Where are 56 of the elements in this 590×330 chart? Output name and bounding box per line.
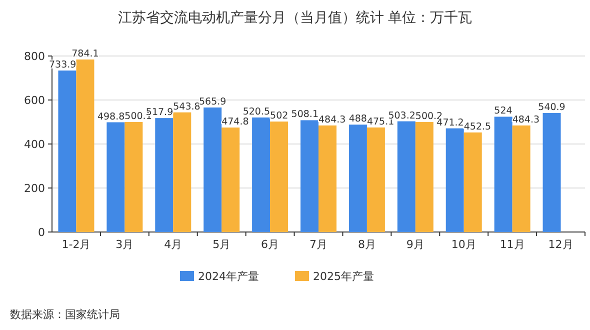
bar <box>318 125 336 232</box>
bar <box>222 128 240 232</box>
data-label: 502 <box>270 110 288 122</box>
bar <box>76 60 94 232</box>
data-label: 474.8 <box>222 116 249 128</box>
bar <box>512 125 530 232</box>
chart-title: 江苏省交流电动机产量分月（当月值）统计 单位：万千瓦 <box>118 10 472 26</box>
data-label: 488 <box>348 114 367 125</box>
x-tick-label: 6月 <box>261 238 280 251</box>
bar <box>366 127 385 232</box>
data-label: 784.1 <box>72 48 99 60</box>
x-tick-label: 7月 <box>310 238 328 251</box>
x-tick-label: 12月 <box>548 238 574 251</box>
bar <box>124 122 143 232</box>
data-label: 498.8 <box>97 111 125 122</box>
bar <box>300 120 318 232</box>
data-label: 565.9 <box>198 96 226 108</box>
y-tick-label: 800 <box>24 50 45 63</box>
data-label: 520.5 <box>242 106 270 118</box>
bar <box>464 132 482 232</box>
data-label: 540.9 <box>538 102 566 113</box>
data-label: 543.8 <box>173 101 200 112</box>
source-note: 数据来源：国家统计局 <box>10 308 120 321</box>
bar <box>204 108 222 232</box>
y-tick-label: 200 <box>24 182 45 195</box>
x-tick-label: 3月 <box>116 238 134 251</box>
x-tick-label: 4月 <box>164 238 182 251</box>
bar <box>397 121 416 232</box>
bar <box>415 122 434 232</box>
y-tick-label: 400 <box>24 138 45 151</box>
bar <box>173 112 192 232</box>
bar <box>270 122 288 232</box>
x-tick-label: 5月 <box>212 238 231 251</box>
bar <box>542 113 561 232</box>
data-label: 524 <box>494 106 512 117</box>
y-tick-label: 600 <box>24 94 45 107</box>
bar <box>106 122 125 232</box>
bar <box>155 118 174 232</box>
data-label: 484.3 <box>318 114 346 126</box>
data-label: 471.2 <box>436 117 464 128</box>
data-label: 452.5 <box>464 121 492 132</box>
data-label: 508.1 <box>291 109 318 120</box>
bar <box>252 117 270 232</box>
legend-label: 2024年产量 <box>198 270 259 283</box>
data-label: 484.3 <box>512 114 540 126</box>
bar <box>446 128 464 232</box>
x-tick-label: 1-2月 <box>62 238 91 251</box>
x-tick-label: 10月 <box>451 238 476 251</box>
bar <box>58 70 76 232</box>
bar <box>494 116 512 232</box>
bar <box>348 124 367 232</box>
x-tick-label: 8月 <box>358 238 376 251</box>
y-tick-label: 0 <box>38 226 45 239</box>
legend-label: 2025年产量 <box>313 270 374 283</box>
x-tick-label: 11月 <box>500 238 525 251</box>
x-tick-label: 9月 <box>406 238 424 251</box>
